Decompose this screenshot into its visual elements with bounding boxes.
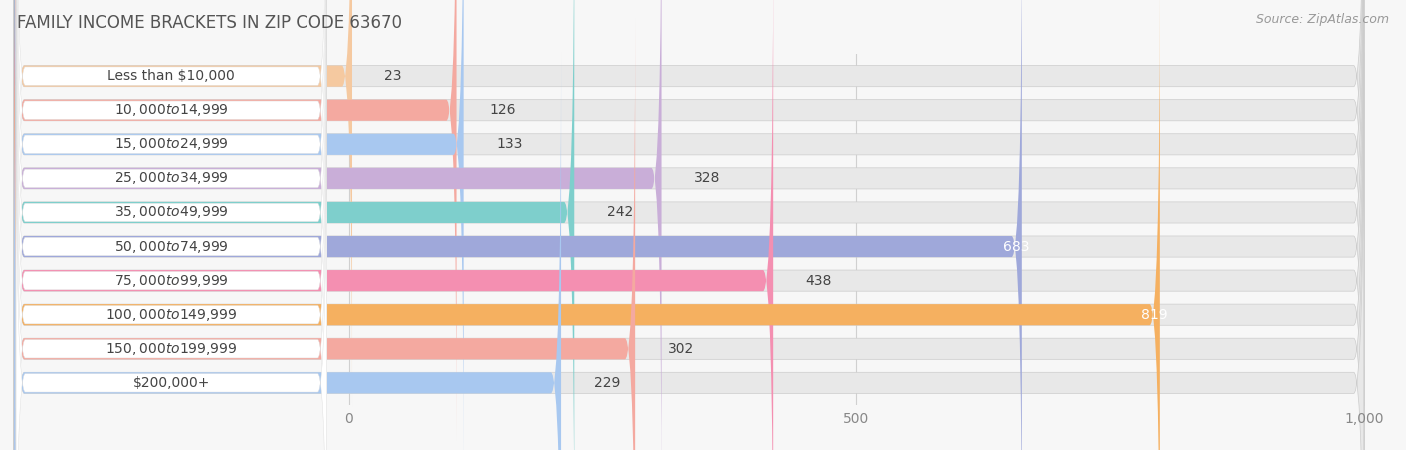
Text: 133: 133: [496, 137, 523, 151]
Text: $15,000 to $24,999: $15,000 to $24,999: [114, 136, 229, 152]
FancyBboxPatch shape: [14, 18, 636, 450]
Text: 328: 328: [695, 171, 720, 185]
Text: $25,000 to $34,999: $25,000 to $34,999: [114, 171, 229, 186]
Text: 302: 302: [668, 342, 695, 356]
FancyBboxPatch shape: [14, 0, 352, 406]
FancyBboxPatch shape: [15, 0, 326, 442]
Text: 126: 126: [489, 103, 516, 117]
Text: Source: ZipAtlas.com: Source: ZipAtlas.com: [1256, 14, 1389, 27]
FancyBboxPatch shape: [14, 0, 1364, 450]
FancyBboxPatch shape: [14, 0, 1364, 450]
Text: 438: 438: [806, 274, 832, 288]
Text: $200,000+: $200,000+: [132, 376, 209, 390]
FancyBboxPatch shape: [14, 53, 1364, 450]
FancyBboxPatch shape: [15, 0, 326, 450]
Text: FAMILY INCOME BRACKETS IN ZIP CODE 63670: FAMILY INCOME BRACKETS IN ZIP CODE 63670: [17, 14, 402, 32]
FancyBboxPatch shape: [15, 0, 326, 450]
FancyBboxPatch shape: [15, 51, 326, 450]
FancyBboxPatch shape: [14, 0, 1364, 441]
Text: $100,000 to $149,999: $100,000 to $149,999: [105, 307, 238, 323]
FancyBboxPatch shape: [14, 53, 561, 450]
FancyBboxPatch shape: [14, 0, 1160, 450]
FancyBboxPatch shape: [15, 0, 326, 408]
FancyBboxPatch shape: [14, 0, 574, 450]
Text: 242: 242: [607, 206, 633, 220]
FancyBboxPatch shape: [14, 0, 1022, 450]
FancyBboxPatch shape: [14, 0, 662, 450]
FancyBboxPatch shape: [14, 0, 773, 450]
FancyBboxPatch shape: [14, 0, 457, 441]
FancyBboxPatch shape: [14, 0, 1364, 450]
FancyBboxPatch shape: [15, 0, 326, 450]
FancyBboxPatch shape: [15, 0, 326, 450]
Text: 229: 229: [593, 376, 620, 390]
Text: $50,000 to $74,999: $50,000 to $74,999: [114, 238, 229, 255]
Text: Less than $10,000: Less than $10,000: [107, 69, 235, 83]
FancyBboxPatch shape: [15, 86, 326, 450]
Text: 683: 683: [1004, 239, 1031, 253]
Text: $150,000 to $199,999: $150,000 to $199,999: [105, 341, 238, 357]
Text: $10,000 to $14,999: $10,000 to $14,999: [114, 102, 229, 118]
FancyBboxPatch shape: [14, 0, 1364, 450]
FancyBboxPatch shape: [14, 0, 1364, 450]
Text: 819: 819: [1142, 308, 1168, 322]
FancyBboxPatch shape: [15, 17, 326, 450]
FancyBboxPatch shape: [14, 0, 1364, 450]
FancyBboxPatch shape: [14, 0, 1364, 406]
Text: 23: 23: [384, 69, 402, 83]
FancyBboxPatch shape: [15, 0, 326, 374]
Text: $35,000 to $49,999: $35,000 to $49,999: [114, 204, 229, 220]
FancyBboxPatch shape: [14, 0, 464, 450]
Text: $75,000 to $99,999: $75,000 to $99,999: [114, 273, 229, 288]
FancyBboxPatch shape: [14, 18, 1364, 450]
